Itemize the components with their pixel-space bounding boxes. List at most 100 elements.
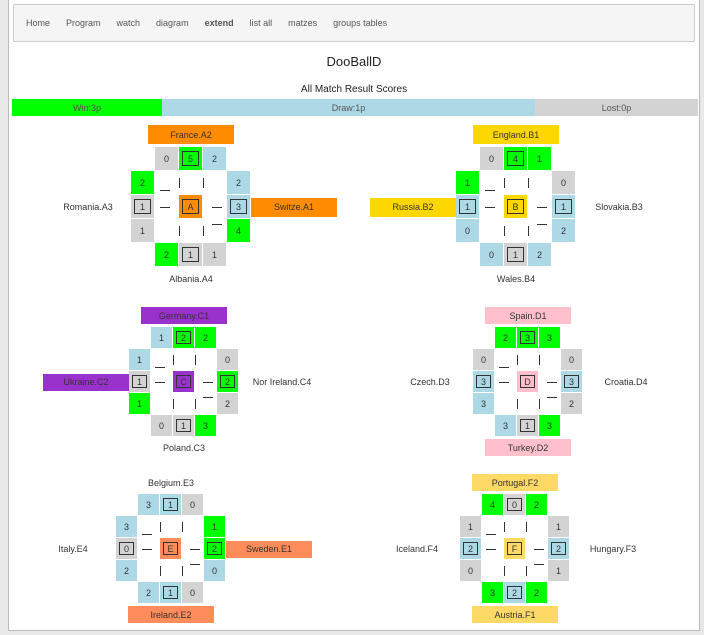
divider [534,549,545,550]
team-label: Belgium.E3 [147,477,195,488]
cell-box: 3 [520,331,535,344]
divider [195,399,196,409]
score-cell: 2 [173,327,194,348]
title: DooBallD [326,54,382,69]
divider [190,549,201,550]
score-cell: 0 [561,349,582,370]
score-cell: 0 [182,582,203,603]
score-cell: 2 [131,171,154,194]
team-label: Ireland.E2 [128,606,214,623]
nav-link[interactable]: groups tables [333,18,388,28]
nav-bar: Home Program watch diagram extend list all mat… [13,4,695,42]
score-cell: 1 [203,243,226,266]
score-cell: 0 [456,219,479,242]
score-cell: 1 [179,243,202,266]
cell-box: B [507,199,524,214]
divider [154,382,165,383]
score-cell: 3 [116,516,137,537]
team-label: Turkey.D2 [485,439,571,456]
cell-box: 1 [132,375,147,388]
score-cell: 3 [138,494,159,515]
legend: Win:3p Draw:1p Lost:0p [12,99,698,116]
group-center: E [160,538,181,559]
divider [182,522,183,532]
divider [504,178,505,188]
score-cell: 3 [539,327,560,348]
score-cell: 2 [526,494,547,515]
cell-box: 2 [176,331,191,344]
divider [173,399,174,409]
score-cell: 3 [561,371,582,392]
group-center: C [173,371,194,392]
nav-link[interactable]: list all [249,18,273,28]
score-cell: 5 [179,147,202,170]
cell-box: 1 [163,586,178,599]
nav-link[interactable]: watch [116,18,141,28]
divider [212,223,223,225]
divider [547,397,558,399]
team-label: Nor Ireland.C4 [252,377,312,387]
score-cell: 4 [504,147,527,170]
group-center: B [504,195,527,218]
divider [485,533,496,535]
score-cell: 0 [151,415,172,436]
score-cell: 0 [473,349,494,370]
divider [526,566,527,576]
nav-link[interactable]: matzes [288,18,318,28]
team-label: Portugal.F2 [472,474,558,491]
score-cell: 1 [548,516,569,537]
divider [203,382,214,383]
cell-box: 4 [507,151,524,166]
score-cell: 2 [195,327,216,348]
cell-box: 1 [176,419,191,432]
team-label: Spain.D1 [485,307,571,324]
divider [141,533,152,535]
score-cell: 2 [526,582,547,603]
page: Home Program watch diagram extend list all mat… [8,0,700,631]
cell-box: A [182,199,199,214]
cell-box: 3 [564,375,579,388]
score-cell: 0 [182,494,203,515]
score-cell: 1 [129,393,150,414]
team-label: Austria.F1 [472,606,558,623]
score-cell: 2 [460,538,481,559]
cell-box: D [520,375,535,388]
team-label: Slovakia.B3 [595,202,643,212]
cell-box: 1 [507,247,524,262]
divider [517,399,518,409]
score-cell: 2 [217,393,238,414]
score-cell: 0 [480,243,503,266]
cell-box: 2 [463,542,478,555]
divider [504,522,505,532]
score-cell: 1 [173,415,194,436]
divider [141,549,152,550]
cell-box: 2 [220,375,235,388]
nav-link[interactable]: Program [66,18,101,28]
cell-box: 3 [230,199,247,214]
nav-link[interactable]: extend [204,18,234,28]
team-label: Germany.C1 [141,307,227,324]
divider [539,355,540,365]
score-cell: 1 [151,327,172,348]
score-cell: 3 [495,415,516,436]
score-cell: 2 [203,147,226,170]
score-cell: 1 [456,195,479,218]
cell-box: 3 [476,375,491,388]
group-center: F [504,538,525,559]
team-label: Czech.D3 [410,377,450,387]
score-cell: 1 [504,243,527,266]
nav-link[interactable]: diagram [156,18,189,28]
score-cell: 1 [129,349,150,370]
score-cell: 0 [217,349,238,370]
team-label: Switze.A1 [251,197,337,217]
divider [212,207,223,208]
team-label: Romania.A3 [63,202,113,212]
score-cell: 1 [131,195,154,218]
cell-box: C [176,375,191,388]
score-cell: 4 [227,219,250,242]
divider [154,366,165,368]
cell-box: 0 [507,498,522,511]
score-cell: 2 [138,582,159,603]
nav-link[interactable]: Home [26,18,51,28]
score-cell: 2 [227,171,250,194]
